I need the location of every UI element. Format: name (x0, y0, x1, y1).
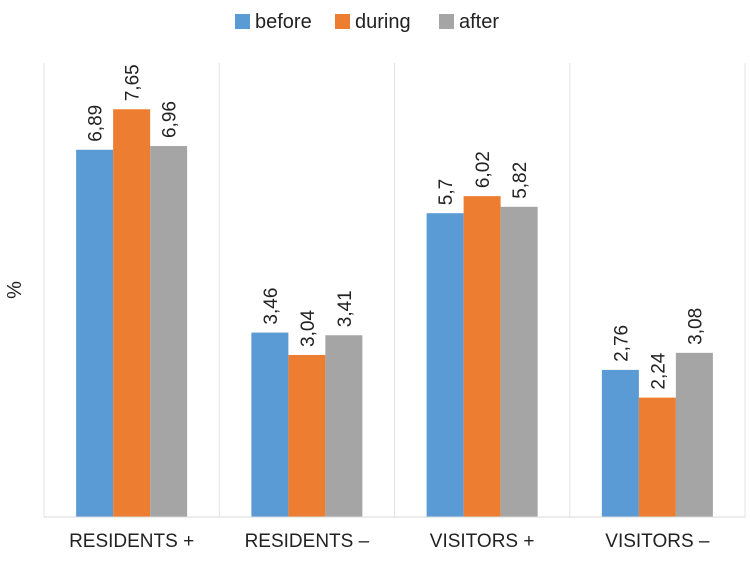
category-separators (43, 63, 746, 517)
legend-label-after: after (459, 11, 499, 33)
data-labels: 6,89 7,65 6,96 3,46 3,04 3,41 5,7 6,02 5,82 2,76 2… (86, 64, 707, 389)
y-axis-label: % (4, 281, 26, 299)
bar-during (113, 109, 151, 517)
bars (76, 109, 713, 518)
x-tick-label: VISITORS + (430, 531, 535, 552)
bar-before (251, 332, 289, 517)
bar-before (426, 213, 464, 517)
legend-label-before: before (255, 11, 312, 33)
data-label: 5,82 (510, 162, 531, 199)
legend-swatch-after (439, 14, 454, 29)
bar-after (325, 335, 363, 517)
bar-after (675, 352, 713, 517)
bar-after (500, 206, 538, 517)
bar-before (76, 149, 114, 517)
bar-during (463, 196, 501, 517)
data-label: 6,02 (473, 151, 494, 188)
data-label: 6,89 (86, 105, 107, 142)
data-label: 2,24 (648, 352, 669, 389)
data-label: 2,76 (611, 325, 632, 362)
bar-during (288, 354, 326, 517)
data-label: 5,7 (436, 179, 457, 205)
legend-swatch-before (235, 14, 250, 29)
legend-swatch-during (335, 14, 350, 29)
data-label: 7,65 (123, 64, 144, 101)
data-label: 3,04 (298, 310, 319, 347)
data-label: 3,08 (685, 308, 706, 345)
data-label: 3,41 (335, 290, 356, 327)
x-tick-label: RESIDENTS + (69, 531, 194, 552)
bar-during (638, 397, 676, 517)
bar-before (601, 369, 639, 517)
bar-after (150, 146, 188, 518)
legend: before during after (235, 11, 499, 33)
data-label: 3,46 (261, 288, 282, 325)
data-label: 6,96 (160, 101, 181, 138)
x-tick-label: RESIDENTS – (245, 531, 370, 552)
legend-label-during: during (355, 11, 411, 33)
x-tick-labels: RESIDENTS + RESIDENTS – VISITORS + VISITORS… (69, 531, 710, 552)
x-tick-label: VISITORS – (605, 531, 710, 552)
